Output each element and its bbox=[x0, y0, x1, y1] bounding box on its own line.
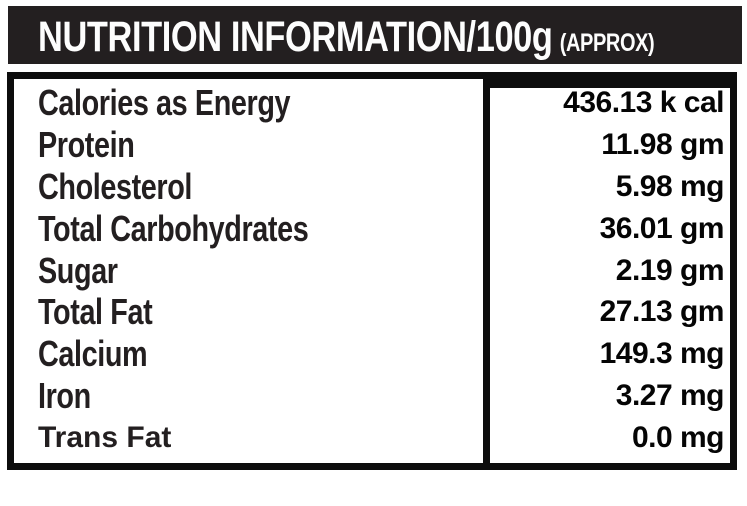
nutrient-name: Trans Fat bbox=[38, 421, 172, 455]
table-row-label: Iron bbox=[38, 375, 483, 417]
table-row-value: 27.13 gm bbox=[490, 291, 725, 333]
nutrient-name: Calcium bbox=[38, 333, 148, 375]
table-row-value: 2.19 gm bbox=[490, 250, 725, 292]
nutrition-table: Calories as Energy Protein Cholesterol Tota… bbox=[7, 72, 737, 470]
table-row-label: Trans Fat bbox=[38, 417, 483, 459]
nutrient-name: Calories as Energy bbox=[38, 81, 291, 123]
nutrient-value: 36.01 gm bbox=[599, 211, 725, 245]
header-suffix: (APPROX) bbox=[559, 28, 655, 57]
nutrient-values-column: 436.13 k cal 11.98 gm 5.98 mg 36.01 gm 2.19 … bbox=[483, 79, 730, 463]
value-column-top-bar bbox=[483, 72, 737, 88]
table-row-label: Cholesterol bbox=[38, 166, 483, 208]
nutrient-name: Sugar bbox=[38, 249, 118, 291]
table-row-value: 11.98 gm bbox=[490, 124, 724, 166]
nutrient-value: 11.98 gm bbox=[601, 127, 724, 161]
table-row-value: 149.3 mg bbox=[490, 333, 725, 375]
table-row-label: Protein bbox=[38, 124, 483, 166]
table-row-label: Calories as Energy bbox=[38, 82, 483, 124]
nutrient-value: 149.3 mg bbox=[599, 337, 725, 371]
nutrient-value: 436.13 k cal bbox=[563, 85, 724, 119]
table-row-label: Total Fat bbox=[38, 291, 483, 333]
table-row-value: 5.98 mg bbox=[490, 166, 725, 208]
nutrient-name: Iron bbox=[38, 375, 91, 417]
header-title: NUTRITION INFORMATION/100g bbox=[38, 12, 553, 61]
header-text-group: NUTRITION INFORMATION/100g (APPROX) bbox=[38, 9, 655, 62]
table-row-value: 0.0 mg bbox=[490, 417, 725, 459]
nutrient-value: 3.27 mg bbox=[615, 379, 725, 413]
nutrient-value: 0.0 mg bbox=[631, 421, 725, 455]
table-row-label: Calcium bbox=[38, 333, 483, 375]
nutrient-value: 27.13 gm bbox=[599, 295, 725, 329]
table-row-value: 36.01 gm bbox=[490, 208, 725, 250]
nutrient-name: Protein bbox=[38, 123, 135, 165]
nutrient-name: Cholesterol bbox=[38, 165, 193, 207]
header-band: NUTRITION INFORMATION/100g (APPROX) bbox=[8, 6, 742, 64]
table-row-label: Sugar bbox=[38, 250, 483, 292]
nutrient-value: 5.98 mg bbox=[615, 169, 725, 203]
nutrient-name: Total Carbohydrates bbox=[38, 207, 309, 249]
nutrient-labels-column: Calories as Energy Protein Cholesterol Tota… bbox=[14, 79, 483, 463]
nutrient-name: Total Fat bbox=[38, 291, 153, 333]
nutrient-value: 2.19 gm bbox=[615, 253, 725, 287]
table-row-value: 3.27 mg bbox=[490, 375, 725, 417]
table-row-value: 436.13 k cal bbox=[490, 82, 724, 124]
table-row-label: Total Carbohydrates bbox=[38, 208, 483, 250]
